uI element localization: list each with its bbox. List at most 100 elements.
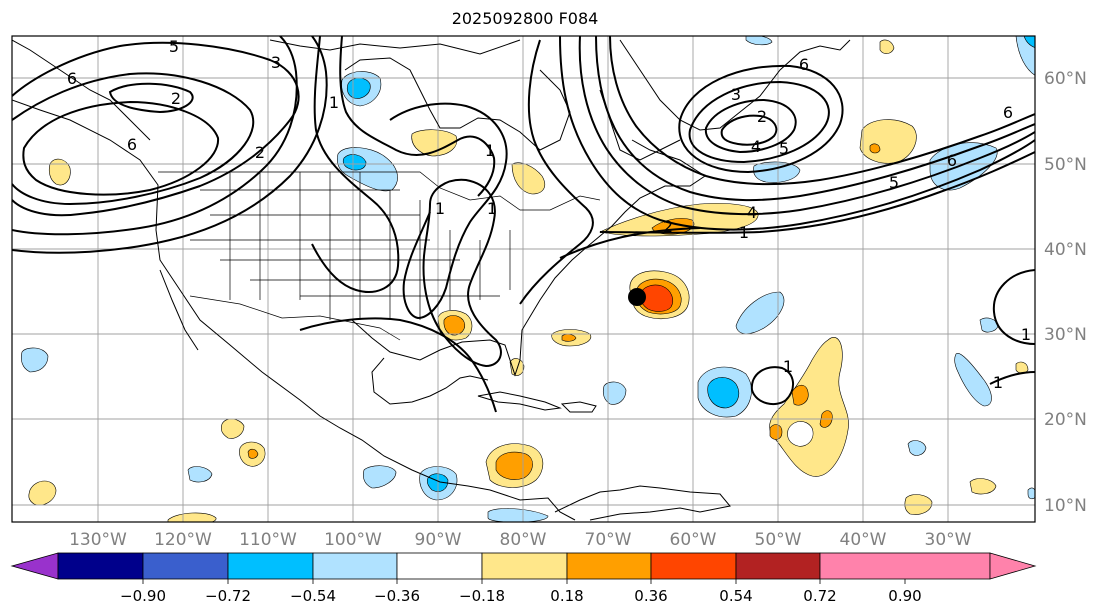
- cuba-coast: [477, 391, 562, 411]
- colorbar-segment: [735, 552, 821, 580]
- lon-label: 100°W: [324, 530, 382, 550]
- alaska-coast: [12, 39, 151, 141]
- canada-us-border: [158, 171, 601, 211]
- lon-label: 80°W: [500, 530, 547, 550]
- colorbar: [10, 552, 1037, 580]
- map-plot-area: 5 6 3 2 2 6 1 1 1 1 6 3 2 5 4 4 6 5 2 1 …: [12, 36, 1035, 522]
- contour-label: 5: [169, 37, 179, 56]
- colorbar-tick-label: −0.90: [120, 587, 166, 605]
- arctic-coast: [269, 39, 521, 55]
- contour-central-2: [339, 36, 496, 197]
- colorbar-extend-high: [989, 552, 1037, 580]
- contour-label: 1: [435, 199, 445, 218]
- positive-anomaly-hudson: [411, 129, 458, 157]
- contour-label: 1: [783, 357, 793, 376]
- colorbar-tick-label: −0.36: [374, 587, 420, 605]
- contour-trough-1: [422, 178, 502, 368]
- colorbar-segment: [312, 552, 398, 580]
- negative-anomaly-central-atlantic-core: [707, 377, 739, 409]
- positive-anomaly-cape-verde: [1015, 361, 1029, 374]
- contour-pacific-low-3: [22, 100, 220, 196]
- contour-low-band-2: [559, 227, 701, 259]
- negative-anomaly-azores: [954, 353, 992, 407]
- negative-anomaly-norway-core: [1023, 36, 1035, 48]
- contour-label: 6: [127, 135, 137, 154]
- lon-label: 110°W: [239, 530, 297, 550]
- colorbar-tick-label: 0.54: [719, 587, 752, 605]
- contour-label: 4: [751, 137, 761, 156]
- contour-label: 6: [67, 69, 77, 88]
- lon-label: 120°W: [154, 530, 212, 550]
- colorbar-segment: [57, 552, 144, 580]
- gridlines: [12, 36, 1035, 522]
- contour-label: 2: [757, 107, 767, 126]
- contour-central-1: [311, 36, 400, 293]
- lon-label: 40°W: [840, 530, 887, 550]
- positive-anomaly-tropical-core-a: [791, 384, 809, 406]
- negative-anomaly-pacific-a: [20, 347, 49, 373]
- colorbar-tick-label: −0.72: [205, 587, 251, 605]
- contour-atlantic-low-3: [704, 98, 797, 154]
- contour-pacific-outer-1: [12, 36, 298, 236]
- contour-atlantic-jet-4: [609, 36, 1035, 186]
- contour-label: 2: [663, 217, 673, 236]
- lat-label: 40°N: [1044, 240, 1087, 260]
- contour-low-band-1: [599, 151, 1035, 234]
- greenland-coast: [619, 39, 851, 131]
- negative-anomaly-atlantic-e1: [907, 440, 927, 456]
- positive-anomaly-tropical-band: [769, 337, 849, 477]
- negative-anomaly-colombia: [487, 508, 549, 522]
- contour-label: 2: [171, 89, 181, 108]
- us-mexico-border: [189, 295, 401, 341]
- positive-anomaly-east-pacific: [28, 480, 57, 506]
- colorbar-segment: [650, 552, 737, 580]
- us-states-grid: [190, 172, 511, 320]
- contour-east-arc: [989, 371, 1035, 385]
- south-america-coast: [554, 485, 731, 521]
- contour-label: 1: [993, 373, 1003, 392]
- contour-label: 1: [487, 199, 497, 218]
- contour-value-labels: 5 6 3 2 2 6 1 1 1 1 6 3 2 5 4 4 6 5 2 1 …: [67, 37, 1031, 392]
- contour-label: 2: [255, 143, 265, 162]
- colorbar-segment: [819, 552, 991, 580]
- negative-anomaly-atlantic-e2: [1027, 487, 1035, 500]
- coastlines: [12, 39, 851, 521]
- contour-pacific-outer-2: [12, 36, 328, 254]
- positive-anomaly-atlantic-east-b: [969, 478, 997, 495]
- lat-label: 60°N: [1044, 69, 1087, 89]
- baja-coast: [159, 269, 199, 351]
- yucatan-coast: [371, 357, 489, 405]
- contour-atlantic-ridge: [519, 39, 594, 305]
- hudson-bay-coast: [344, 57, 571, 151]
- colorbar-tick-labels: −0.90 −0.72 −0.54 −0.36 −0.18 0.18 0.36 …: [120, 587, 922, 605]
- colorbar-ticks: [142, 579, 906, 584]
- colorbar-tick-label: 0.90: [888, 587, 921, 605]
- lon-label: 90°W: [415, 530, 462, 550]
- negative-anomaly-puerto-rico: [602, 381, 627, 405]
- contour-label: 1: [739, 223, 749, 242]
- longitude-labels: 130°W 120°W 110°W 100°W 90°W 80°W 70°W 6…: [69, 530, 972, 550]
- negative-anomaly-newfoundland: [753, 161, 801, 183]
- contour-atlantic-low-2: [678, 64, 844, 174]
- contour-atlantic-jet-3: [595, 36, 1035, 202]
- contour-label: 3: [271, 53, 281, 72]
- contour-label: 6: [1003, 103, 1013, 122]
- colorbar-tick-label: 0.36: [634, 587, 667, 605]
- contour-label: 5: [889, 173, 899, 192]
- contour-label: 4: [747, 203, 757, 222]
- positive-anomaly-south-pacific: [167, 512, 217, 522]
- storm-center-marker: [628, 288, 646, 306]
- lon-label: 130°W: [69, 530, 127, 550]
- map-title: 2025092800 F084: [451, 9, 599, 28]
- lat-label: 30°N: [1044, 325, 1087, 345]
- contour-label: 1: [1021, 325, 1031, 344]
- colorbar-extend-low: [10, 552, 59, 580]
- contour-atlantic-low-4: [720, 114, 778, 146]
- contour-label: 6: [947, 151, 957, 170]
- contour-label: 5: [779, 139, 789, 158]
- lon-label: 70°W: [585, 530, 632, 550]
- lon-label: 30°W: [925, 530, 972, 550]
- lon-label: 60°W: [670, 530, 717, 550]
- positive-anomaly-tropical-core-b: [769, 424, 783, 440]
- contour-lines: [12, 36, 1035, 413]
